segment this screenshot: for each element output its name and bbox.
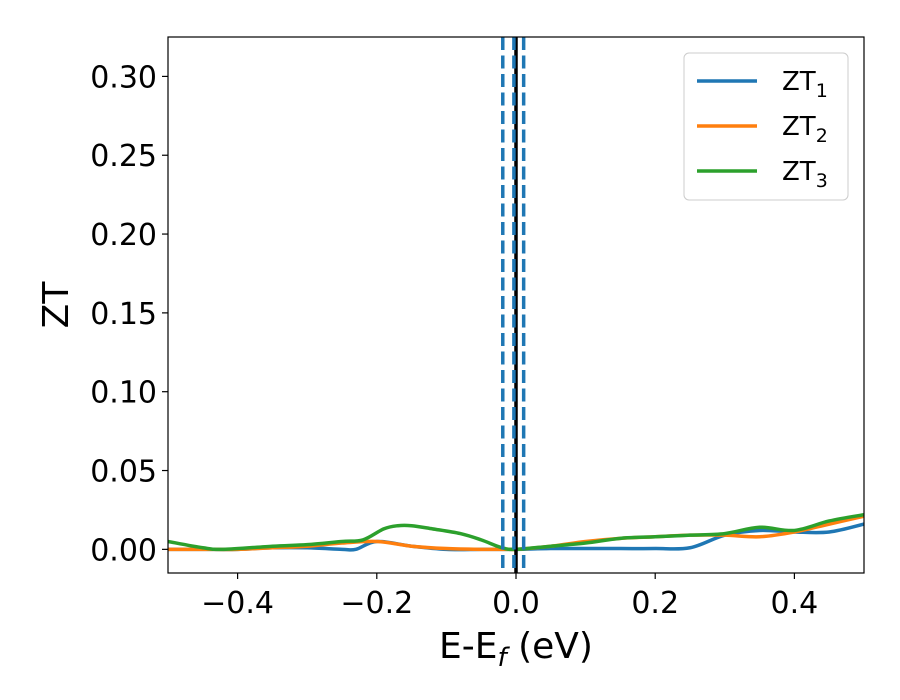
legend-box	[683, 52, 849, 201]
y-axis-label: ZT	[36, 281, 77, 329]
y-tick-label: 0.05	[90, 455, 157, 490]
y-tick-label: 0.00	[90, 533, 157, 568]
series-line-zt3	[168, 512, 864, 552]
x-tick-label: 0.4	[771, 586, 819, 621]
y-tick-label: 0.20	[90, 218, 157, 253]
y-axis-ticks: 0.00 0.05 0.10 0.15 0.20 0.25 0.30	[90, 60, 168, 568]
x-tick-label: −0.4	[201, 586, 274, 621]
vertical-lines	[501, 37, 526, 573]
y-tick-label: 0.15	[90, 297, 157, 332]
legend-label: ZT3	[782, 157, 828, 192]
x-axis-label: E-Ef (eV)	[439, 626, 593, 673]
x-tick-label: 0.2	[631, 586, 679, 621]
x-axis-ticks: −0.4 −0.2 0.0 0.2 0.4	[201, 573, 818, 621]
x-tick-label: 0.0	[492, 586, 540, 621]
y-tick-label: 0.30	[90, 60, 157, 95]
y-tick-label: 0.10	[90, 376, 157, 411]
series-layer	[168, 512, 864, 552]
y-tick-label: 0.25	[90, 139, 157, 174]
x-tick-label: −0.2	[340, 586, 413, 621]
